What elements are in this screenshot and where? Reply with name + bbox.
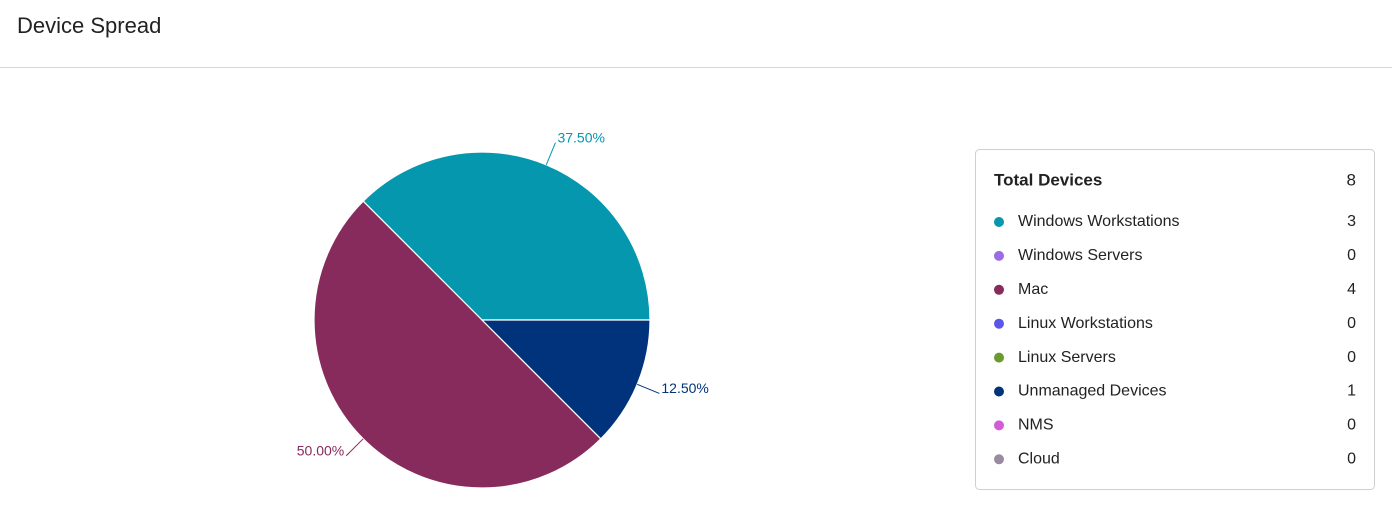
legend-label: Unmanaged Devices <box>1018 383 1167 400</box>
leader-line <box>637 383 660 394</box>
slice-label: 50.00% <box>297 442 344 458</box>
leader-line <box>345 438 364 457</box>
legend-label: Windows Servers <box>1018 247 1142 264</box>
legend-dot <box>994 250 1004 261</box>
legend-count: 0 <box>1347 349 1356 366</box>
slice-label: 37.50% <box>557 129 604 145</box>
legend-count: 3 <box>1347 213 1356 230</box>
chart-title: Device Spread <box>17 13 161 38</box>
legend-dot <box>994 420 1004 431</box>
legend-count: 0 <box>1347 451 1356 468</box>
pie-slice <box>480 319 651 440</box>
legend-count: 0 <box>1347 247 1356 264</box>
slice-label: 12.50% <box>661 380 708 396</box>
pie-slice <box>362 151 651 321</box>
legend-count: 1 <box>1347 383 1356 400</box>
pie-slice <box>313 200 602 489</box>
legend-count: 4 <box>1347 281 1356 298</box>
legend-label: Windows Workstations <box>1018 213 1180 230</box>
legend-dot <box>994 284 1004 295</box>
legend-dot <box>994 352 1004 363</box>
legend-dot <box>994 454 1004 465</box>
legend-count: 0 <box>1347 417 1356 434</box>
legend-panel <box>975 149 1375 490</box>
legend-dot <box>994 318 1004 329</box>
legend-label: Linux Workstations <box>1018 315 1153 332</box>
legend-label: Mac <box>1018 281 1048 298</box>
legend-label: Linux Servers <box>1018 349 1116 366</box>
legend-total-label: Total Devices <box>994 170 1102 189</box>
legend-dot <box>994 386 1004 397</box>
leader-line <box>545 142 556 165</box>
legend-label: NMS <box>1018 417 1054 434</box>
legend-dot <box>994 217 1004 227</box>
legend-count: 0 <box>1347 315 1356 332</box>
legend-total-value: 8 <box>1347 170 1356 189</box>
legend-label: Cloud <box>1018 451 1060 468</box>
